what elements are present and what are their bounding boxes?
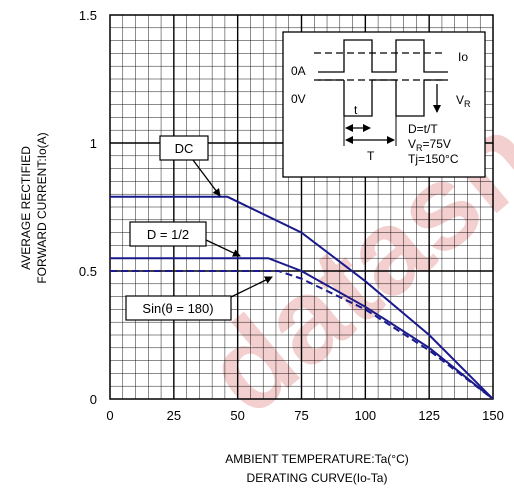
x-tick-label: 25 [167,408,181,423]
series-sin-line [110,270,493,399]
plot-frame [109,14,494,400]
x-tick-label: 75 [294,408,308,423]
chart-caption: DERATING CURVE(Io-Ta) [247,471,388,485]
y-tick-label: 0.5 [79,264,97,279]
legend-dc-label: DC [175,141,194,156]
legend-sin: Sin(θ = 180) [125,276,273,321]
x-tick-label: 125 [418,408,440,423]
inset-d-formula: D=t/T [408,122,438,136]
x-axis-label: AMBIENT TEMPERATURE:Ta(°C) [225,452,409,466]
y-axis-label-line1: AVERAGE RECTIFIED [19,146,33,270]
inset-t-big-label: T [367,149,375,163]
legend-d-half: D = 1/2 [129,221,241,257]
inset-vr-sub: R [464,99,471,109]
inset-t-small-label: t [354,103,358,117]
inset-frame [282,31,486,178]
legend-dc-arrow [192,159,221,197]
legend-d-half-label: D = 1/2 [147,227,189,242]
tick-labels: 0 25 50 75 100 125 150 0 0.5 1 1.5 [79,8,504,423]
legend-dc: DC [159,135,221,197]
inset-vr-value: VR=75V [408,137,451,153]
inset-io-label: Io [458,50,468,64]
inset-0a-label: 0A [291,64,306,78]
series-group [110,195,493,399]
inset-vr-value-sub: R [416,143,423,153]
inset-0v-label: 0V [291,92,306,106]
legend-sin-arrow [230,276,273,298]
voltage-waveform [318,79,448,117]
current-waveform [318,39,448,73]
inset-vr-value-num: =75V [423,137,451,151]
y-tick-label: 1 [90,136,97,151]
y-tick-label: 0 [90,392,97,407]
waveform-inset: Io 0A 0V VR t T D=t/T VR=75V Tj=150°C [282,31,486,178]
plot-grid [110,15,493,399]
inset-vr-label: VR [456,93,471,109]
series-dc-line [110,195,493,399]
y-axis-label-line2: FORWARD CURRENT:Io(A) [35,132,49,283]
x-tick-label: 150 [482,408,504,423]
legend-sin-label: Sin(θ = 180) [142,301,213,316]
inset-vr-value-main: V [408,137,416,151]
legend-d-half-arrow [205,239,241,257]
inset-vr-main: V [456,93,464,107]
x-tick-label: 0 [106,408,113,423]
x-tick-label: 50 [230,408,244,423]
x-tick-label: 100 [354,408,376,423]
y-tick-label: 1.5 [79,8,97,23]
inset-tj-value: Tj=150°C [408,152,459,166]
series-d-half-line [110,257,493,399]
